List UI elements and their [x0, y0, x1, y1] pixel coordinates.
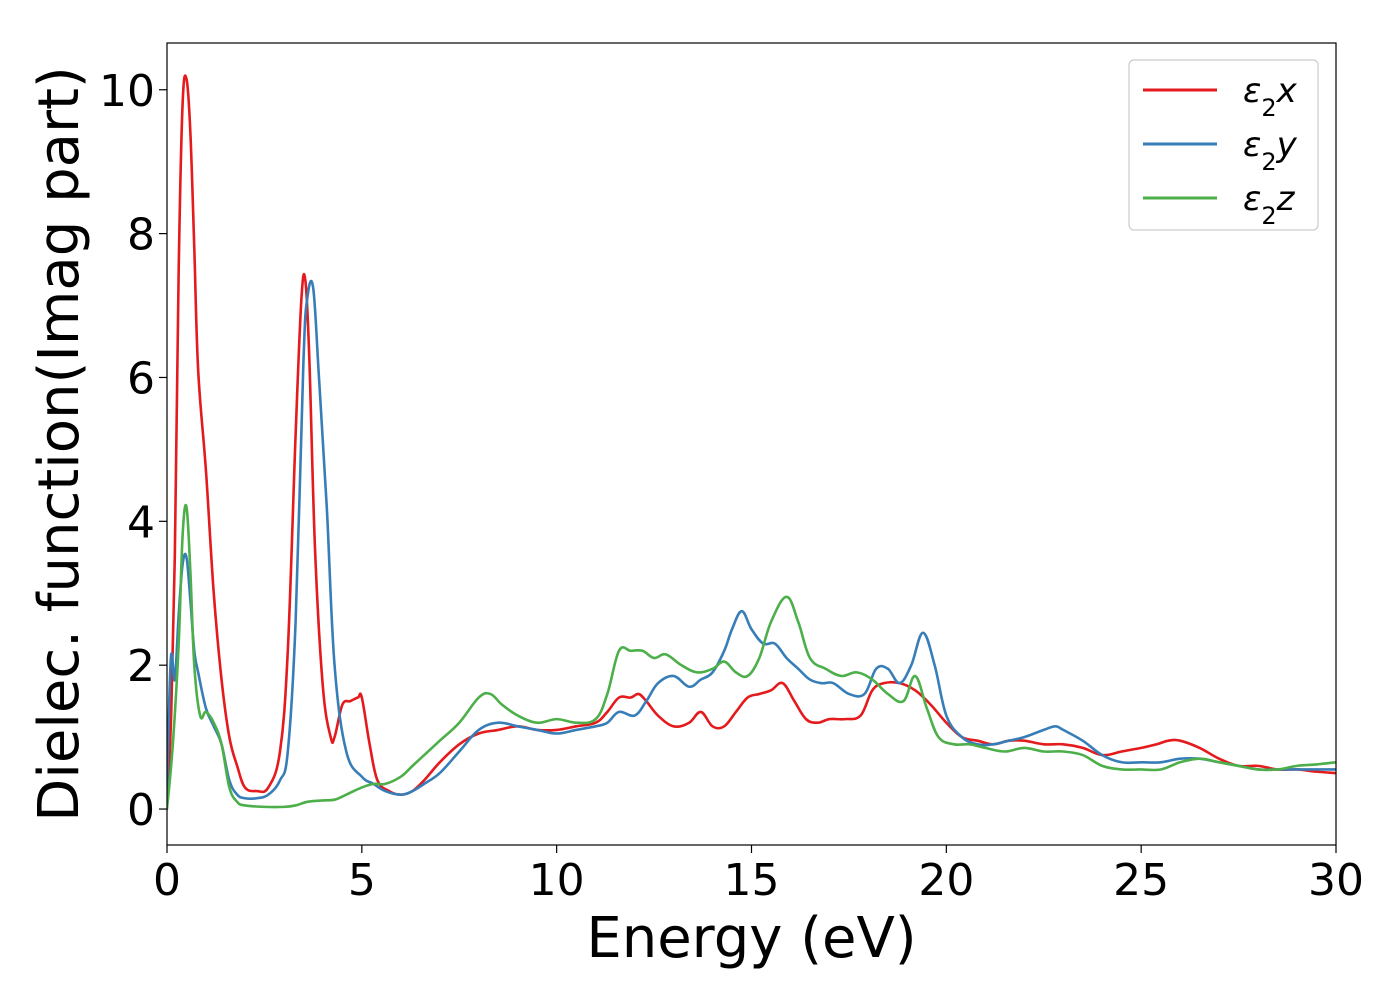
x-tick-label: 5 — [348, 855, 376, 906]
legend-item-x: ε2x — [1143, 71, 1298, 122]
legend-item-y: ε2y — [1143, 125, 1298, 176]
legend-item-z: ε2z — [1143, 179, 1296, 230]
series-layer — [167, 74, 1336, 811]
legend-label: ε2y — [1243, 125, 1298, 176]
x-tick-label: 15 — [724, 855, 780, 906]
x-tick-label: 0 — [153, 855, 181, 906]
y-tick-label: 0 — [127, 785, 155, 836]
y-tick-label: 4 — [127, 497, 155, 548]
y-tick-label: 6 — [127, 353, 155, 404]
y-tick-label: 8 — [127, 210, 155, 261]
series-line-x — [167, 74, 1336, 804]
y-axis: 0 2 4 6 8 10 — [99, 66, 167, 836]
y-axis-title: Dielec. function(Imag part) — [27, 66, 92, 822]
x-tick-label: 10 — [529, 855, 585, 906]
series-line-z — [167, 503, 1336, 811]
y-tick-label: 2 — [127, 641, 155, 692]
legend-box — [1128, 59, 1319, 231]
x-tick-label: 30 — [1308, 855, 1364, 906]
legend-label: ε2z — [1243, 179, 1296, 230]
x-tick-label: 25 — [1113, 855, 1169, 906]
x-axis-title: Energy (eV) — [586, 906, 916, 971]
series-line-y — [167, 279, 1336, 801]
x-axis: 0 5 10 15 20 25 30 — [153, 845, 1364, 906]
y-tick-label: 10 — [99, 66, 155, 117]
x-tick-label: 20 — [918, 855, 974, 906]
legend-label: ε2x — [1243, 71, 1298, 122]
